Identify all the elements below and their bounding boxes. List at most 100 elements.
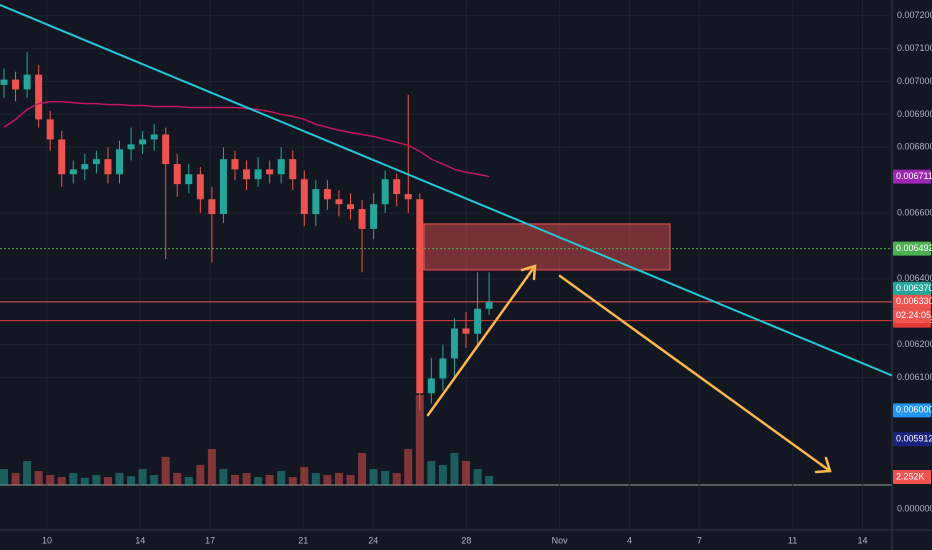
candle-body — [23, 74, 31, 90]
volume-bar — [161, 457, 170, 485]
candle-body — [381, 179, 389, 205]
candle-body — [427, 378, 435, 394]
y-tick-label: 0.007100 — [897, 43, 932, 53]
volume-bar — [300, 467, 309, 485]
x-tick-label: 28 — [461, 535, 471, 545]
volume-axis-label: 0.000000 — [897, 503, 932, 513]
volume-bar — [0, 469, 8, 485]
volume-bar — [127, 476, 136, 485]
price-label-bg — [893, 403, 931, 418]
volume-bar — [150, 475, 159, 485]
candle-body — [277, 159, 285, 175]
volume-bar — [80, 477, 89, 485]
volume-bar — [438, 465, 447, 485]
arrow-down — [558, 274, 832, 473]
candle-body — [347, 204, 354, 210]
x-tick-label: 10 — [42, 535, 52, 545]
candle-body — [416, 199, 424, 394]
candle-body — [450, 328, 458, 359]
candle-body — [219, 159, 227, 215]
candle-body — [150, 134, 158, 140]
candle-body — [104, 159, 112, 175]
x-tick-label: 24 — [368, 535, 378, 545]
candle-body — [58, 139, 66, 175]
volume-bar — [346, 475, 355, 485]
x-tick-label: 14 — [135, 535, 145, 545]
candle-body — [127, 144, 135, 150]
price-label-bg — [893, 169, 931, 184]
candle-body — [173, 164, 181, 185]
volume-bar — [381, 471, 390, 485]
candle-body — [462, 328, 470, 334]
candle-body — [12, 79, 20, 90]
y-tick-label: 0.006200 — [897, 339, 932, 349]
volume-bar — [69, 473, 78, 485]
volume-bar — [138, 469, 147, 485]
price-label: 0.006711 — [896, 171, 932, 181]
arrows — [426, 264, 832, 474]
moving-average — [3, 100, 490, 178]
candle-body — [208, 199, 216, 215]
volume-bar — [415, 395, 424, 485]
candle-body — [35, 74, 43, 120]
candle-body — [185, 174, 193, 185]
candle-body — [358, 209, 366, 229]
volume-bar — [265, 475, 274, 485]
candle-body — [335, 199, 343, 205]
x-tick-label: 21 — [298, 535, 308, 545]
volume-bar — [184, 477, 193, 485]
zone-box — [423, 223, 671, 271]
volume-bar — [392, 473, 401, 485]
volume-bar — [11, 473, 20, 485]
volume-bar — [485, 475, 494, 485]
candle-body — [300, 179, 308, 215]
candle-body — [162, 134, 170, 165]
x-tick-label: 7 — [697, 535, 702, 545]
volume-bar — [23, 461, 32, 485]
volume-label: 2.252K — [896, 471, 925, 481]
volume-bar — [450, 453, 459, 485]
candle-body — [243, 169, 251, 180]
candle-body — [69, 169, 77, 175]
candle-body — [139, 139, 147, 145]
candle-body — [289, 159, 297, 180]
price-label: 0.006370 — [896, 283, 932, 293]
volume-bar — [115, 473, 124, 485]
volume-bar — [427, 461, 436, 485]
volume-bar — [323, 475, 332, 485]
volume-bar — [277, 471, 286, 485]
candle-body — [323, 189, 331, 200]
volume-label-bg — [893, 470, 931, 484]
candle-body — [46, 119, 54, 140]
volume-bar — [311, 473, 320, 485]
volume-bar — [334, 473, 343, 485]
volume-bar — [473, 469, 482, 485]
volume-bar — [462, 461, 470, 485]
trendline — [0, 4, 893, 377]
countdown-bg — [893, 308, 931, 323]
y-tick-label: 0.006400 — [897, 273, 932, 283]
y-tick-label: 0.007200 — [897, 10, 932, 20]
x-tick-label: 11 — [788, 535, 797, 545]
volume-bar — [404, 449, 413, 485]
candle-body — [254, 169, 262, 180]
countdown: 02:24:05 — [896, 310, 931, 320]
y-tick-label: 0.006600 — [897, 207, 932, 217]
plot-area — [0, 0, 893, 530]
volume-bar — [207, 449, 216, 485]
candle-body — [0, 79, 8, 85]
price-label-bg — [893, 281, 931, 296]
candle-body — [485, 301, 493, 309]
y-tick-label: 0.006800 — [897, 142, 932, 152]
candle-body — [393, 179, 401, 194]
price-label: 0.006000 — [896, 405, 932, 415]
price-label-bg — [893, 432, 931, 447]
candle-body — [439, 358, 447, 379]
price-label: 0.005912 — [896, 434, 932, 444]
volume-bar — [92, 475, 101, 485]
candle-body — [81, 164, 89, 170]
volume-bar — [288, 477, 297, 485]
x-tick-label: Nov — [552, 535, 569, 545]
